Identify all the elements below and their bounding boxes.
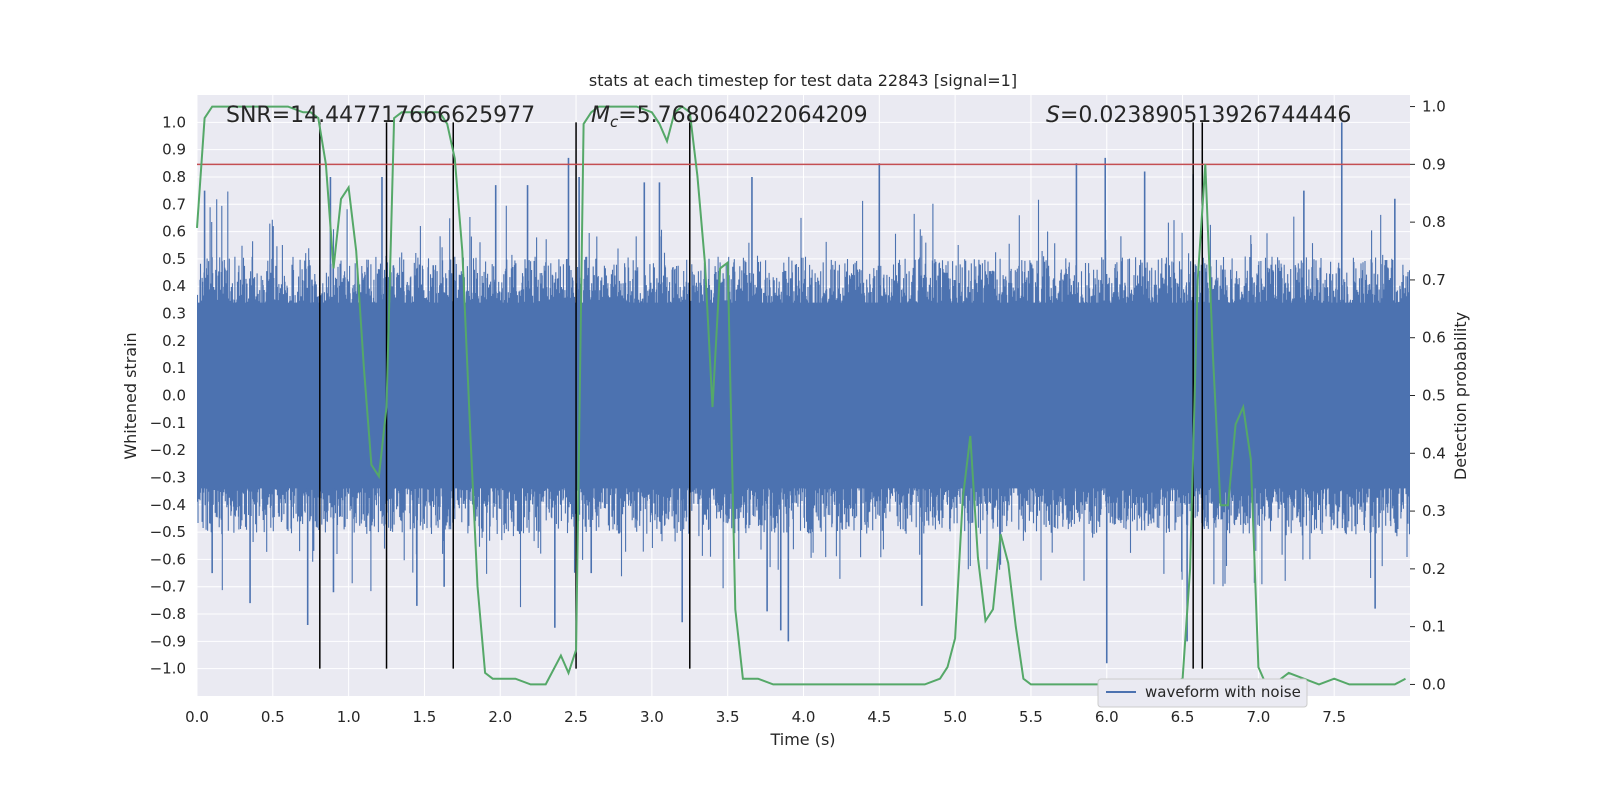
y-tick-label-5: −0.5 <box>150 523 186 541</box>
x-tick-label-8: 4.0 <box>792 708 816 726</box>
y-right-tick-label-8: 0.8 <box>1422 213 1446 231</box>
y-tick-label-15: 0.5 <box>162 250 186 268</box>
chart-title: stats at each timestep for test data 228… <box>589 71 1017 90</box>
x-axis-ticks: 0.0 0.5 1.0 1.5 2.0 2.5 3.0 3.5 4.0 4.5 5.0 5.5 6.0 6… <box>185 708 1346 726</box>
y-tick-label-17: 0.7 <box>162 195 186 213</box>
y-tick-label-20: 1.0 <box>162 113 186 131</box>
y-tick-label-6: −0.4 <box>150 496 186 514</box>
y-axis-right-label: Detection probability <box>1451 312 1470 480</box>
y-tick-label-0: −1.0 <box>150 660 186 678</box>
x-tick-label-6: 3.0 <box>640 708 664 726</box>
y-tick-label-7: −0.3 <box>150 468 186 486</box>
x-tick-label-2: 1.0 <box>337 708 361 726</box>
x-tick-label-15: 7.5 <box>1322 708 1346 726</box>
y-right-tick-label-9: 0.9 <box>1422 155 1446 173</box>
y-tick-label-8: −0.2 <box>150 441 186 459</box>
legend: waveform with noise <box>1097 678 1308 708</box>
y-tick-label-9: −0.1 <box>150 414 186 432</box>
y-tick-label-12: 0.2 <box>162 332 186 350</box>
series-detection-probability <box>196 105 1406 686</box>
waveform-core <box>197 302 1410 489</box>
y-tick-label-2: −0.8 <box>150 605 186 623</box>
chirp-mass-symbol: M <box>591 103 610 128</box>
y-axis-right-ticks: 0.0 0.1 0.2 0.3 0.4 0.5 0.6 0.7 0.8 0.9 1.0 <box>1410 98 1446 693</box>
x-tick-label-12: 6.0 <box>1095 708 1119 726</box>
legend-label-waveform: waveform with noise <box>1145 683 1301 701</box>
s-value: =0.023890513926744446 <box>1060 103 1351 128</box>
y-right-tick-label-6: 0.6 <box>1422 329 1446 347</box>
series-waveform-with-noise <box>197 122 1410 664</box>
y-right-tick-label-7: 0.7 <box>1422 271 1446 289</box>
x-tick-label-5: 2.5 <box>564 708 588 726</box>
x-tick-label-11: 5.5 <box>1019 708 1043 726</box>
y-tick-label-10: 0.0 <box>162 387 186 405</box>
s-annotation: S=0.023890513926744446 <box>1046 103 1351 128</box>
y-right-tick-label-0: 0.0 <box>1422 675 1446 693</box>
y-tick-label-14: 0.4 <box>162 277 186 295</box>
y-tick-label-18: 0.8 <box>162 168 186 186</box>
y-tick-label-13: 0.3 <box>162 305 186 323</box>
x-tick-label-13: 6.5 <box>1171 708 1195 726</box>
y-tick-label-11: 0.1 <box>162 359 186 377</box>
y-right-tick-label-3: 0.3 <box>1422 502 1446 520</box>
snr-annotation: SNR=14.447717666625977 <box>226 103 535 128</box>
y-tick-label-1: −0.9 <box>150 632 186 650</box>
y-right-tick-label-4: 0.4 <box>1422 444 1446 462</box>
legend-box <box>1097 678 1308 708</box>
y-right-tick-label-2: 0.2 <box>1422 560 1446 578</box>
y-tick-label-19: 0.9 <box>162 141 186 159</box>
x-tick-label-1: 0.5 <box>261 708 285 726</box>
y-tick-label-3: −0.7 <box>150 578 186 596</box>
x-tick-label-10: 5.0 <box>943 708 967 726</box>
y-tick-label-4: −0.6 <box>150 550 186 568</box>
s-symbol: S <box>1046 103 1060 128</box>
x-tick-label-3: 1.5 <box>413 708 437 726</box>
y-axis-left-ticks: −1.0 −0.9 −0.8 −0.7 −0.6 −0.5 −0.4 −0.3 −0.2 −0.1… <box>150 113 186 677</box>
y-right-tick-label-5: 0.5 <box>1422 387 1446 405</box>
x-tick-label-0: 0.0 <box>185 708 209 726</box>
x-tick-label-4: 2.0 <box>488 708 512 726</box>
x-tick-label-9: 4.5 <box>867 708 891 726</box>
x-tick-label-14: 7.0 <box>1246 708 1270 726</box>
y-tick-label-16: 0.6 <box>162 223 186 241</box>
y-right-tick-label-1: 0.1 <box>1422 618 1446 636</box>
x-axis-label: Time (s) <box>769 730 835 749</box>
x-tick-label-7: 3.5 <box>716 708 740 726</box>
chirp-mass-annotation: Mc=5.768064022064209 <box>591 103 868 131</box>
chirp-mass-value: =5.768064022064209 <box>618 103 867 128</box>
chirp-mass-subscript: c <box>610 113 619 131</box>
y-axis-left-label: Whitened strain <box>121 332 140 459</box>
y-right-tick-label-10: 1.0 <box>1422 98 1446 116</box>
